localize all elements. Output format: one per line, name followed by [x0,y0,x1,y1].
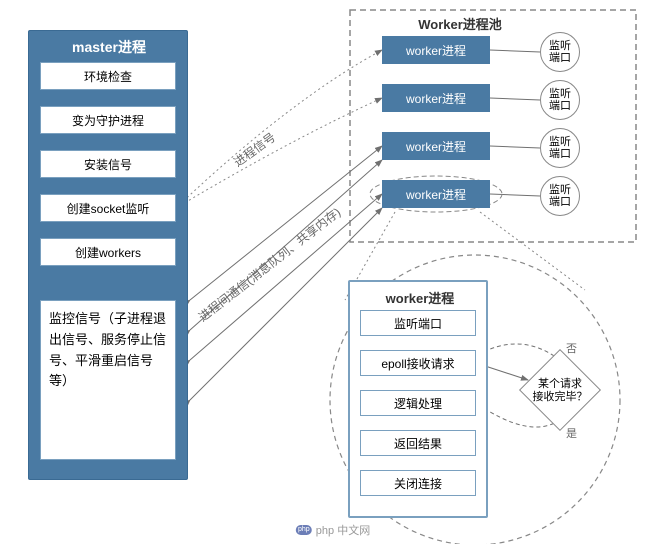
port-label-1: 监听 [549,40,571,52]
step-label: 监控信号（子进程退出信号、服务停止信号、平滑重启信号等） [49,309,167,392]
master-step-create-socket: 创建socket监听 [40,194,176,222]
step-label: 关闭连接 [394,475,442,492]
branch-no: 否 [566,340,577,356]
step-label: 创建workers [75,244,141,261]
port-circle-0: 监听 端口 [540,32,580,72]
step-label: 安装信号 [84,156,132,173]
diamond-text: 某个请求 接收完毕？ [528,378,592,404]
port-label-1: 监听 [549,88,571,100]
diamond-line-1: 某个请求 [538,378,582,390]
port-label-2: 端口 [549,100,571,112]
port-circle-2: 监听 端口 [540,128,580,168]
master-step-monitor-signals: 监控信号（子进程退出信号、服务停止信号、平滑重启信号等） [40,300,176,460]
php-icon: php [296,525,312,535]
footer-watermark: php php 中文网 [296,522,370,538]
port-label-1: 监听 [549,136,571,148]
edge-label-signal: 进程信号 [230,128,279,170]
worker-label: worker进程 [406,186,466,203]
detail-title: worker进程 [350,288,490,307]
step-label: 监听端口 [394,315,442,332]
diamond-line-2: 接收完毕？ [533,391,588,403]
pool-worker-3: worker进程 [382,180,490,208]
detail-step-listen: 监听端口 [360,310,476,336]
master-step-daemonize: 变为守护进程 [40,106,176,134]
worker-label: worker进程 [406,90,466,107]
step-label: 变为守护进程 [72,112,144,129]
worker-label: worker进程 [406,138,466,155]
detail-step-logic: 逻辑处理 [360,390,476,416]
port-circle-1: 监听 端口 [540,80,580,120]
detail-step-close: 关闭连接 [360,470,476,496]
footer-text: php 中文网 [316,522,370,538]
pool-title: Worker进程池 [400,14,520,33]
master-step-env-check: 环境检查 [40,62,176,90]
pool-worker-2: worker进程 [382,132,490,160]
step-label: epoll接收请求 [381,355,454,372]
detail-step-return: 返回结果 [360,430,476,456]
port-label-2: 端口 [549,148,571,160]
edge-label-ipc: 进程间通信(消息队列、共享内存) [195,203,344,325]
pool-worker-0: worker进程 [382,36,490,64]
port-label-2: 端口 [549,196,571,208]
pool-worker-1: worker进程 [382,84,490,112]
port-circle-3: 监听 端口 [540,176,580,216]
worker-label: worker进程 [406,42,466,59]
port-label-2: 端口 [549,52,571,64]
port-label-1: 监听 [549,184,571,196]
branch-yes: 是 [566,425,577,441]
master-step-create-workers: 创建workers [40,238,176,266]
master-step-install-signal: 安装信号 [40,150,176,178]
step-label: 创建socket监听 [67,200,150,217]
step-label: 返回结果 [394,435,442,452]
detail-step-epoll: epoll接收请求 [360,350,476,376]
master-title: master进程 [29,37,189,57]
step-label: 环境检查 [84,68,132,85]
step-label: 逻辑处理 [394,395,442,412]
